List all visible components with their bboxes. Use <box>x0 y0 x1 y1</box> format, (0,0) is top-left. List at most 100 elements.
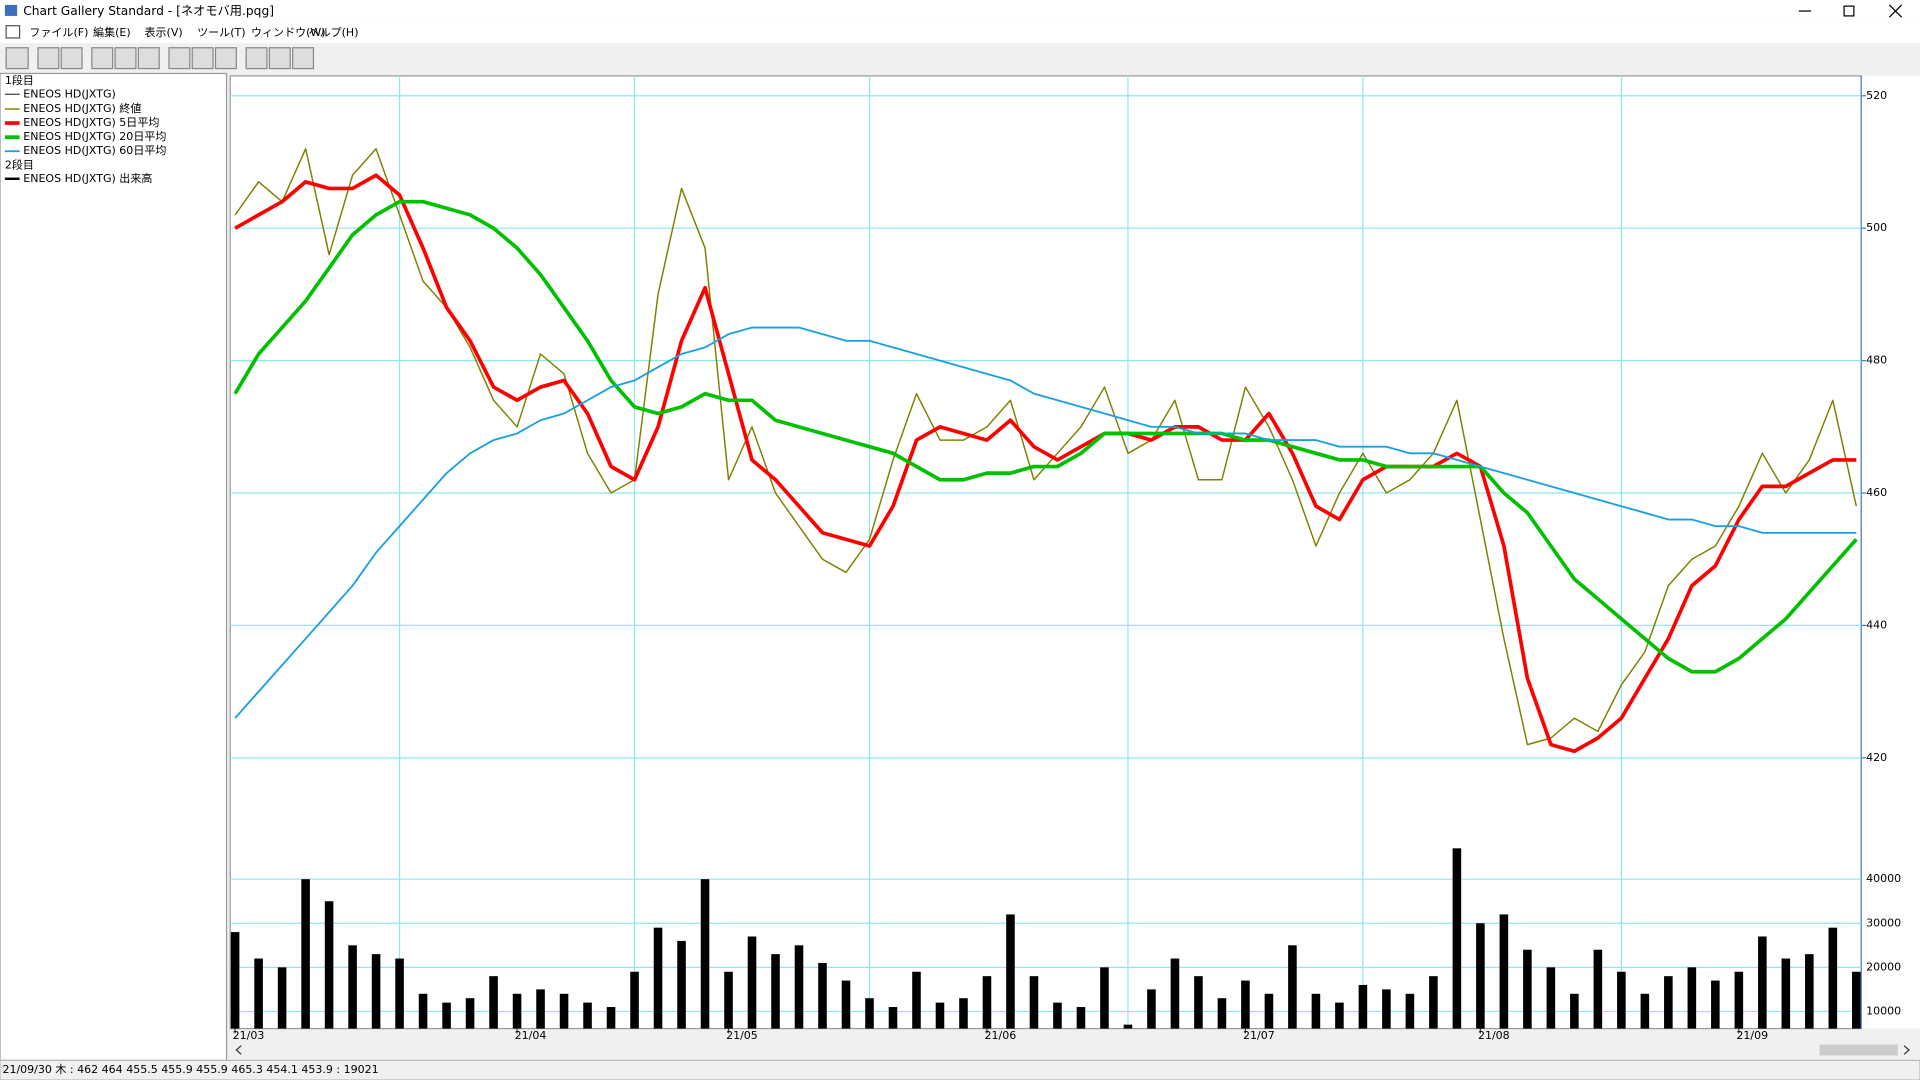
tool-button[interactable] <box>214 47 237 70</box>
legend-panel <box>0 72 228 1062</box>
series-line <box>234 326 1857 719</box>
legend-label: ENEOS HD(JXTG) 5日平均 <box>23 116 159 129</box>
x-tick-label: 21/07 <box>1243 1029 1275 1042</box>
y-tick-label: 460 <box>1866 486 1887 499</box>
volume-bar <box>912 971 921 1029</box>
scroll-left[interactable] <box>235 1045 242 1055</box>
tool-button[interactable] <box>60 47 83 70</box>
close-button[interactable] <box>1888 4 1903 18</box>
series-line <box>234 173 1857 754</box>
x-tick-label: 21/04 <box>515 1029 547 1042</box>
volume-bar <box>1781 958 1791 1029</box>
volume-bar <box>606 1007 616 1029</box>
volume-bar <box>395 958 404 1029</box>
volume-bar <box>371 954 381 1029</box>
volume-bar <box>1734 971 1744 1029</box>
volume-bar <box>1429 976 1438 1029</box>
volume-bar <box>982 976 992 1029</box>
volume-bar <box>324 901 334 1029</box>
volume-bar <box>1405 993 1415 1029</box>
menu-item[interactable]: ツール(T) <box>197 26 245 39</box>
volume-bar <box>1053 1002 1062 1029</box>
scroll-right[interactable] <box>1903 1045 1910 1055</box>
y-tick-label: 480 <box>1866 354 1887 367</box>
app-icon <box>4 4 18 16</box>
y2-tick-label: 20000 <box>1866 960 1901 973</box>
volume-bar <box>1170 958 1180 1029</box>
tool-button[interactable] <box>114 47 137 70</box>
volume-bar <box>1076 1007 1086 1029</box>
volume-bar <box>418 993 428 1029</box>
legend-label: ENEOS HD(JXTG) 終値 <box>23 101 141 115</box>
volume-bar <box>1805 954 1814 1029</box>
y-tick-label: 420 <box>1866 751 1887 764</box>
tool-button[interactable] <box>292 47 315 70</box>
volume-bar <box>1828 927 1838 1029</box>
tool-button[interactable] <box>168 47 191 70</box>
tool-button[interactable] <box>268 47 291 70</box>
tool-button[interactable] <box>5 47 29 70</box>
series-line <box>233 199 1858 674</box>
menu-item[interactable]: 編集(E) <box>93 25 131 39</box>
legend-label: ENEOS HD(JXTG) 20日平均 <box>23 130 166 143</box>
volume-bar <box>1217 998 1227 1029</box>
tool-button[interactable] <box>37 47 60 70</box>
volume-bar <box>1617 971 1626 1029</box>
volume-bar <box>1241 980 1250 1029</box>
volume-bar <box>536 989 545 1029</box>
y-tick-label: 440 <box>1866 618 1887 631</box>
volume-bar <box>1382 989 1391 1029</box>
y2-tick-label: 40000 <box>1866 872 1901 885</box>
scroll-thumb[interactable] <box>1819 1044 1898 1056</box>
volume-bar <box>1664 976 1673 1029</box>
menu-item[interactable]: ファイル(F) <box>29 26 88 39</box>
tool-button[interactable] <box>191 47 214 70</box>
tool-button[interactable] <box>137 47 160 70</box>
menu-item[interactable]: ヘルプ(H) <box>309 26 359 39</box>
axis-area <box>1861 75 1920 1029</box>
scrollbar[interactable] <box>230 1043 1920 1057</box>
legend-label: ENEOS HD(JXTG) 出来高 <box>23 171 152 185</box>
volume-bar <box>724 971 733 1029</box>
volume-bar <box>1711 980 1720 1029</box>
toolbar <box>5 47 315 70</box>
menu-item[interactable]: ウィンドウ(W) <box>251 26 326 39</box>
volume-bar <box>1452 848 1462 1029</box>
x-tick-label: 21/05 <box>726 1029 758 1042</box>
volume-bar <box>700 879 710 1029</box>
volume-bar <box>1264 993 1274 1029</box>
volume-bar <box>1523 949 1532 1029</box>
status-text: 21/09/30 木 : 462 464 455.5 455.9 455.9 4… <box>2 1063 378 1076</box>
volume-bar <box>512 993 522 1029</box>
volume-bar <box>489 976 498 1029</box>
volume-bar <box>1499 914 1509 1029</box>
volume-bar <box>230 932 240 1029</box>
volume-bar <box>1476 923 1485 1029</box>
legend-label: ENEOS HD(JXTG) <box>23 87 116 100</box>
status-bar <box>0 1059 1920 1080</box>
volume-bar <box>277 967 287 1029</box>
tool-button[interactable] <box>245 47 268 70</box>
x-tick-label: 21/08 <box>1478 1029 1510 1042</box>
volume-bar <box>1335 1002 1344 1029</box>
volume-bar <box>865 998 874 1029</box>
menu-item[interactable]: 表示(V) <box>144 25 182 39</box>
volume-bar <box>1852 971 1861 1029</box>
volume-bar <box>1640 993 1650 1029</box>
volume-bar <box>301 879 310 1029</box>
volume-bar <box>1029 976 1039 1029</box>
x-tick-label: 21/03 <box>233 1029 265 1042</box>
title-bar <box>0 0 1920 23</box>
volume-bar <box>1570 993 1579 1029</box>
tool-button[interactable] <box>91 47 114 70</box>
volume-bar <box>1006 914 1015 1029</box>
volume-bar <box>653 927 663 1029</box>
restore-button[interactable] <box>1843 5 1855 17</box>
volume-bar <box>1123 1024 1133 1029</box>
y2-tick-label: 30000 <box>1866 916 1901 929</box>
legend-label: ENEOS HD(JXTG) 60日平均 <box>23 144 166 157</box>
volume-bar <box>841 980 851 1029</box>
panel-label: 1段目 <box>5 73 34 87</box>
